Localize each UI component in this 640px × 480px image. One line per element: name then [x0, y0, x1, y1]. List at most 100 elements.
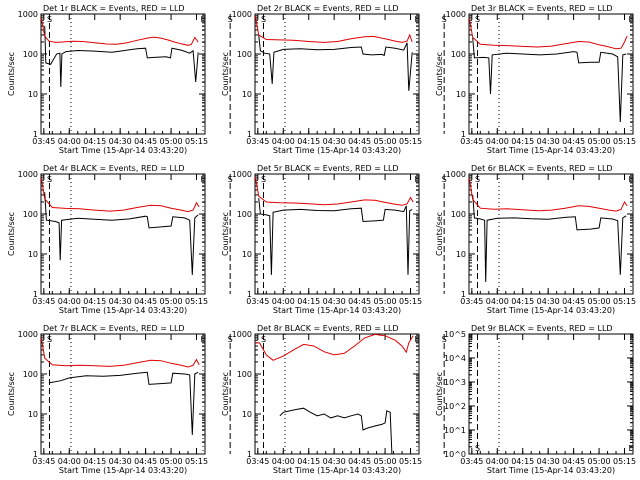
- x-tick-label: 04:15: [297, 137, 320, 146]
- panel-7: Det 7r BLACK = Events, RED = LLD 1 10 100 10…: [7, 324, 233, 475]
- y-tick-label: 100: [237, 370, 252, 379]
- marker-end: E: [414, 175, 419, 184]
- marker-start: S: [47, 335, 52, 344]
- x-tick-label: 04:00: [272, 137, 295, 146]
- y-tick-label: 1000: [232, 170, 252, 179]
- panel-1: Det 1r BLACK = Events, RED = LLD 1 10 100 10…: [7, 4, 233, 155]
- y-tick-label: 1: [461, 290, 466, 299]
- y-tick-label: 10: [456, 90, 466, 99]
- y-tick-label: 1: [33, 450, 38, 459]
- lld-series-line: [468, 17, 628, 50]
- x-tick-label: 04:00: [486, 137, 509, 146]
- plot-frame: [254, 333, 420, 455]
- x-tick-label: 04:45: [348, 297, 371, 306]
- plot-frame: [40, 333, 206, 455]
- marker-end: E: [628, 175, 633, 184]
- y-tick-label: 10^3: [444, 378, 466, 387]
- x-tick-label: 04:00: [58, 457, 81, 466]
- plot-frame: [468, 333, 634, 455]
- y-tick-label: 1: [247, 450, 252, 459]
- x-tick-label: 04:45: [134, 457, 157, 466]
- marker-start: S: [475, 444, 480, 453]
- plot-frame: [468, 173, 634, 295]
- x-tick-label: 04:45: [134, 137, 157, 146]
- x-tick-label: 04:30: [109, 137, 132, 146]
- y-tick-label: 1: [33, 290, 38, 299]
- y-axis-label: Counts/sec: [435, 212, 444, 256]
- x-tick-label: 04:00: [58, 297, 81, 306]
- events-series-line: [44, 25, 199, 88]
- x-tick-label: 03:45: [32, 297, 55, 306]
- x-tick-label: 04:00: [272, 457, 295, 466]
- plot-frame: [40, 13, 206, 135]
- x-tick-label: 03:45: [246, 137, 269, 146]
- x-tick-label: 04:15: [83, 457, 106, 466]
- x-tick-label: 05:15: [613, 137, 636, 146]
- x-tick-label: 04:15: [297, 457, 320, 466]
- x-tick-label: 05:15: [185, 297, 208, 306]
- y-tick-label: 100: [451, 210, 466, 219]
- panel-8: Det 8r BLACK = Events, RED = LLD 1 10 100 10…: [221, 324, 447, 475]
- x-tick-label: 05:00: [588, 457, 611, 466]
- x-tick-label: 05:15: [399, 137, 422, 146]
- y-tick-label: 1: [247, 130, 252, 139]
- panel-6: Det 6r BLACK = Events, RED = LLD 1 10 100 10…: [435, 164, 636, 315]
- y-tick-label: 10^1: [444, 426, 466, 435]
- y-tick-label: 100: [237, 50, 252, 59]
- x-tick-label: 04:00: [486, 297, 509, 306]
- x-tick-label: 05:00: [160, 297, 183, 306]
- marker-start: S: [47, 175, 52, 184]
- x-axis-label: Start Time (15-Apr-14 03:43:20): [487, 146, 615, 155]
- y-tick-label: 100: [237, 210, 252, 219]
- y-tick-label: 10: [242, 90, 252, 99]
- y-tick-label: 10^4: [444, 354, 466, 363]
- x-tick-label: 05:00: [160, 457, 183, 466]
- y-tick-label: 100: [451, 50, 466, 59]
- panel-3: Det 3r BLACK = Events, RED = LLD 1 10 100 10…: [435, 4, 636, 155]
- y-tick-label: 10: [28, 90, 38, 99]
- x-tick-label: 03:45: [246, 297, 269, 306]
- y-axis-label: Counts/sec: [221, 52, 230, 96]
- lld-series-line: [40, 177, 200, 213]
- y-tick-label: 10: [456, 250, 466, 259]
- marker-start: S: [228, 175, 233, 184]
- y-tick-label: 1000: [446, 170, 466, 179]
- x-tick-label: 04:30: [323, 457, 346, 466]
- panel-title: Det 4r BLACK = Events, RED = LLD: [43, 164, 185, 173]
- marker-end: E: [628, 444, 633, 453]
- x-tick-label: 05:15: [613, 297, 636, 306]
- x-tick-label: 05:15: [399, 297, 422, 306]
- x-tick-label: 04:15: [83, 297, 106, 306]
- panel-4: Det 4r BLACK = Events, RED = LLD 1 10 100 10…: [7, 164, 233, 315]
- y-tick-label: 1: [461, 130, 466, 139]
- x-tick-label: 04:00: [272, 297, 295, 306]
- x-axis-label: Start Time (15-Apr-14 03:43:20): [487, 466, 615, 475]
- y-tick-label: 1: [33, 130, 38, 139]
- x-tick-label: 05:00: [374, 457, 397, 466]
- marker-start: S: [442, 15, 447, 24]
- panel-title: Det 9r BLACK = Events, RED = LLD: [471, 324, 613, 333]
- x-tick-label: 05:00: [588, 137, 611, 146]
- marker-start: S: [261, 15, 266, 24]
- y-tick-label: 10^5: [444, 330, 466, 339]
- plot-frame: [254, 173, 420, 295]
- x-axis-label: Start Time (15-Apr-14 03:43:20): [273, 466, 401, 475]
- panel-title: Det 1r BLACK = Events, RED = LLD: [43, 4, 185, 13]
- marker-end: E: [628, 15, 633, 24]
- events-series-line: [279, 407, 393, 455]
- lld-series-line: [40, 337, 200, 368]
- x-tick-label: 04:15: [511, 137, 534, 146]
- panel-title: Det 3r BLACK = Events, RED = LLD: [471, 4, 613, 13]
- x-tick-label: 04:45: [562, 457, 585, 466]
- x-axis-label: Start Time (15-Apr-14 03:43:20): [59, 306, 187, 315]
- x-tick-label: 03:45: [32, 137, 55, 146]
- y-tick-label: 1000: [18, 170, 38, 179]
- panel-2: Det 2r BLACK = Events, RED = LLD 1 10 100 10…: [221, 4, 447, 155]
- panel-title: Det 5r BLACK = Events, RED = LLD: [257, 164, 399, 173]
- x-tick-label: 04:45: [562, 297, 585, 306]
- panel-title: Det 6r BLACK = Events, RED = LLD: [471, 164, 613, 173]
- panel-title: Det 8r BLACK = Events, RED = LLD: [257, 324, 399, 333]
- x-tick-label: 04:15: [511, 457, 534, 466]
- y-tick-label: 1000: [232, 330, 252, 339]
- events-series-line: [472, 194, 627, 283]
